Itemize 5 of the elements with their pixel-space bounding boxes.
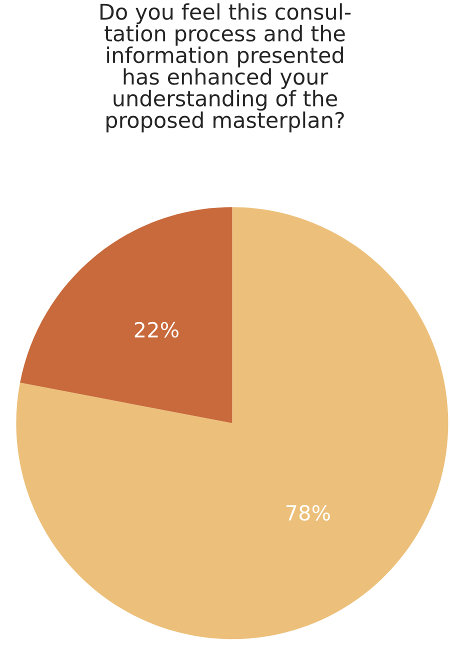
data-label: 78% [286,504,330,521]
data-label: 22% [134,322,178,338]
pie-slice [16,207,448,640]
chart-title: Do you feel this consul- tation process and the information presented has enhanced your understanding of the proposed masterplan? [100,3,351,132]
pie-slice [20,207,232,424]
